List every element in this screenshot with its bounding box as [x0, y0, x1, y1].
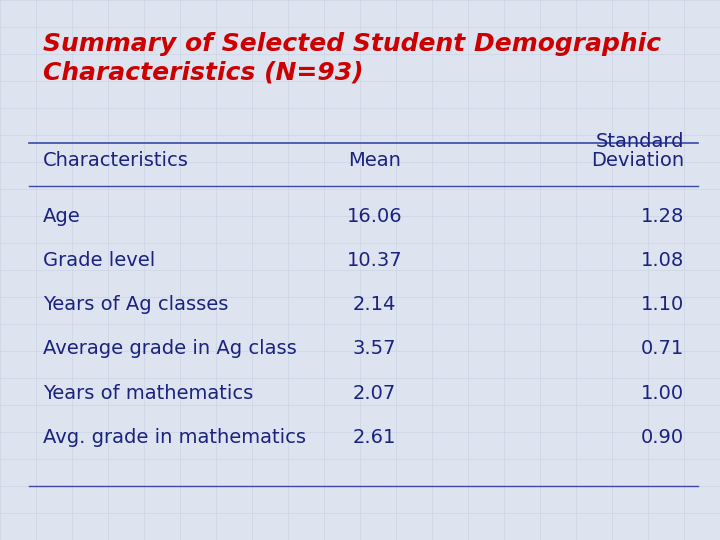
Text: 1.00: 1.00 — [641, 383, 684, 403]
Text: 10.37: 10.37 — [346, 251, 402, 270]
Text: 1.28: 1.28 — [641, 206, 684, 226]
Text: Average grade in Ag class: Average grade in Ag class — [43, 339, 297, 359]
Text: Deviation: Deviation — [591, 151, 684, 170]
Text: Mean: Mean — [348, 151, 401, 170]
Text: Characteristics: Characteristics — [43, 151, 189, 170]
Text: 1.08: 1.08 — [641, 251, 684, 270]
Text: 2.07: 2.07 — [353, 383, 396, 403]
Text: Standard: Standard — [595, 132, 684, 151]
Text: Grade level: Grade level — [43, 251, 156, 270]
Text: 0.71: 0.71 — [641, 339, 684, 359]
Text: 1.10: 1.10 — [641, 295, 684, 314]
Text: Years of Ag classes: Years of Ag classes — [43, 295, 228, 314]
Text: 2.14: 2.14 — [353, 295, 396, 314]
Text: Avg. grade in mathematics: Avg. grade in mathematics — [43, 428, 306, 447]
Text: Years of mathematics: Years of mathematics — [43, 383, 253, 403]
Text: Summary of Selected Student Demographic
Characteristics (N=93): Summary of Selected Student Demographic … — [43, 32, 662, 84]
Text: 0.90: 0.90 — [641, 428, 684, 447]
Text: 3.57: 3.57 — [353, 339, 396, 359]
Text: Age: Age — [43, 206, 81, 226]
Text: 2.61: 2.61 — [353, 428, 396, 447]
Text: 16.06: 16.06 — [346, 206, 402, 226]
